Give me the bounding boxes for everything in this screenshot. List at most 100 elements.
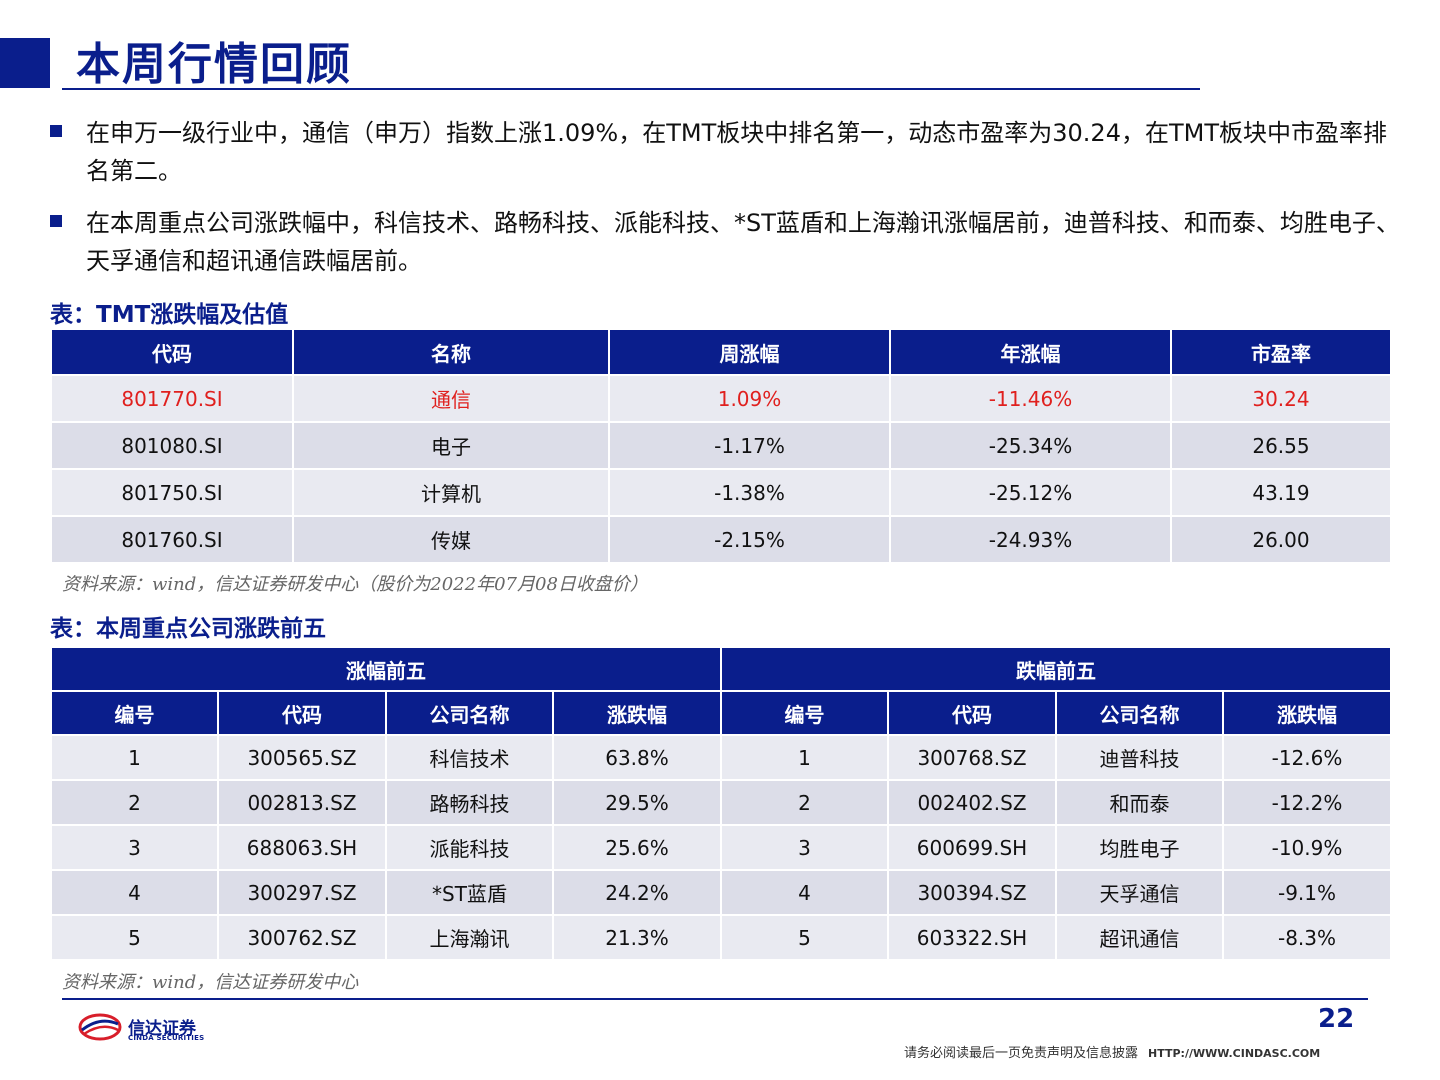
table-cell: 均胜电子 <box>1055 824 1224 871</box>
table-cell: 25.6% <box>552 824 722 871</box>
table-cell: 计算机 <box>292 468 610 517</box>
column-header: 代码 <box>217 690 387 736</box>
table-cell: -10.9% <box>1222 824 1392 871</box>
bullet-square-icon <box>50 215 62 227</box>
footer-divider <box>62 998 1368 1000</box>
title-divider <box>62 88 1200 90</box>
logo-english-name: CINDA SECURITIES <box>128 1034 205 1042</box>
table-header-row: 代码 名称 周涨幅 年涨幅 市盈率 <box>50 328 1392 376</box>
table-cell: 3 <box>720 824 889 871</box>
table-cell: *ST蓝盾 <box>385 869 554 916</box>
table-cell: 29.5% <box>552 779 722 826</box>
disclaimer: 请务必阅读最后一页免责声明及信息披露 HTTP://WWW.CINDASC.COM <box>904 1042 1320 1061</box>
column-header: 公司名称 <box>385 690 554 736</box>
table-row: 1 300565.SZ 科信技术 63.8% 1 300768.SZ 迪普科技 … <box>50 734 1392 781</box>
column-header: 编号 <box>50 690 219 736</box>
table1-caption: 表：TMT涨跌幅及估值 <box>50 302 289 328</box>
table-cell: 26.55 <box>1170 421 1392 470</box>
table-cell: 1 <box>720 734 889 781</box>
column-header: 市盈率 <box>1170 328 1392 376</box>
table-cell: 4 <box>720 869 889 916</box>
table-cell: 3 <box>50 824 219 871</box>
column-header: 周涨幅 <box>608 328 891 376</box>
table-cell: -9.1% <box>1222 869 1392 916</box>
tmt-valuation-table: 代码 名称 周涨幅 年涨幅 市盈率 801770.SI 通信 1.09% -11… <box>50 328 1392 564</box>
table-row: 801770.SI 通信 1.09% -11.46% 30.24 <box>50 374 1392 423</box>
table-cell: 路畅科技 <box>385 779 554 826</box>
table-cell: -12.6% <box>1222 734 1392 781</box>
table-cell: 1.09% <box>608 374 891 423</box>
table-cell: 2 <box>50 779 219 826</box>
table-row: 801080.SI 电子 -1.17% -25.34% 26.55 <box>50 421 1392 470</box>
table-cell: 4 <box>50 869 219 916</box>
table-cell: 603322.SH <box>887 914 1057 961</box>
table-cell: 300394.SZ <box>887 869 1057 916</box>
table-cell: -1.17% <box>608 421 891 470</box>
table-row: 801750.SI 计算机 -1.38% -25.12% 43.19 <box>50 468 1392 517</box>
table-cell: 1 <box>50 734 219 781</box>
table-row: 5 300762.SZ 上海瀚讯 21.3% 5 603322.SH 超讯通信 … <box>50 914 1392 961</box>
table-header-row: 编号 代码 公司名称 涨跌幅 编号 代码 公司名称 涨跌幅 <box>50 690 1392 736</box>
table-cell: 43.19 <box>1170 468 1392 517</box>
table-cell: 600699.SH <box>887 824 1057 871</box>
table-cell: -8.3% <box>1222 914 1392 961</box>
table-cell: -25.12% <box>889 468 1172 517</box>
table-cell: 通信 <box>292 374 610 423</box>
table-cell: 电子 <box>292 421 610 470</box>
column-header: 涨跌幅 <box>552 690 722 736</box>
company-logo: 信达证券 CINDA SECURITIES <box>78 1012 228 1046</box>
table-cell: 迪普科技 <box>1055 734 1224 781</box>
table2-caption: 表：本周重点公司涨跌前五 <box>50 616 326 642</box>
column-header: 公司名称 <box>1055 690 1224 736</box>
table-cell: 801770.SI <box>50 374 294 423</box>
column-header: 年涨幅 <box>889 328 1172 376</box>
table-cell: -25.34% <box>889 421 1172 470</box>
table-cell: 天孚通信 <box>1055 869 1224 916</box>
table-cell: 派能科技 <box>385 824 554 871</box>
column-header: 代码 <box>887 690 1057 736</box>
cinda-logo-icon <box>78 1013 122 1041</box>
bullet-item: 在申万一级行业中，通信（申万）指数上涨1.09%，在TMT板块中排名第一，动态市… <box>50 114 1400 190</box>
group-header-gainers: 涨幅前五 <box>50 646 722 692</box>
website-link[interactable]: HTTP://WWW.CINDASC.COM <box>1148 1047 1321 1060</box>
table-cell: 30.24 <box>1170 374 1392 423</box>
table-row: 4 300297.SZ *ST蓝盾 24.2% 4 300394.SZ 天孚通信… <box>50 869 1392 916</box>
table-cell: 300768.SZ <box>887 734 1057 781</box>
top-movers-table: 涨幅前五 跌幅前五 编号 代码 公司名称 涨跌幅 编号 代码 公司名称 涨跌幅 … <box>50 646 1392 961</box>
logo-chinese-name: 信达证券 <box>128 1019 196 1039</box>
disclaimer-text: 请务必阅读最后一页免责声明及信息披露 <box>904 1046 1139 1061</box>
table-cell: -12.2% <box>1222 779 1392 826</box>
table-cell: -2.15% <box>608 515 891 564</box>
table-cell: 5 <box>720 914 889 961</box>
table-group-header-row: 涨幅前五 跌幅前五 <box>50 646 1392 692</box>
bullet-item: 在本周重点公司涨跌幅中，科信技术、路畅科技、派能科技、*ST蓝盾和上海瀚讯涨幅居… <box>50 204 1400 280</box>
table-row: 3 688063.SH 派能科技 25.6% 3 600699.SH 均胜电子 … <box>50 824 1392 871</box>
page-title: 本周行情回顾 <box>76 39 352 90</box>
table-cell: 超讯通信 <box>1055 914 1224 961</box>
bullet-square-icon <box>50 125 62 137</box>
table-cell: 002813.SZ <box>217 779 387 826</box>
table-row: 2 002813.SZ 路畅科技 29.5% 2 002402.SZ 和而泰 -… <box>50 779 1392 826</box>
column-header: 编号 <box>720 690 889 736</box>
table-cell: -1.38% <box>608 468 891 517</box>
table-cell: 上海瀚讯 <box>385 914 554 961</box>
table-cell: 传媒 <box>292 515 610 564</box>
table1-source-note: 资料来源：wind，信达证券研发中心（股价为2022年07月08日收盘价） <box>62 574 648 595</box>
bullet-text: 在申万一级行业中，通信（申万）指数上涨1.09%，在TMT板块中排名第一，动态市… <box>86 119 1388 185</box>
table-cell: 63.8% <box>552 734 722 781</box>
table-cell: 科信技术 <box>385 734 554 781</box>
table-cell: 26.00 <box>1170 515 1392 564</box>
table-cell: 和而泰 <box>1055 779 1224 826</box>
page-number: 22 <box>1318 1004 1355 1034</box>
table-cell: 21.3% <box>552 914 722 961</box>
column-header: 涨跌幅 <box>1222 690 1392 736</box>
table-row: 801760.SI 传媒 -2.15% -24.93% 26.00 <box>50 515 1392 564</box>
table-cell: 688063.SH <box>217 824 387 871</box>
table-cell: 801080.SI <box>50 421 294 470</box>
table-cell: 300565.SZ <box>217 734 387 781</box>
column-header: 名称 <box>292 328 610 376</box>
group-header-losers: 跌幅前五 <box>720 646 1392 692</box>
title-accent-square <box>0 38 50 88</box>
table-cell: 300297.SZ <box>217 869 387 916</box>
table-cell: 2 <box>720 779 889 826</box>
